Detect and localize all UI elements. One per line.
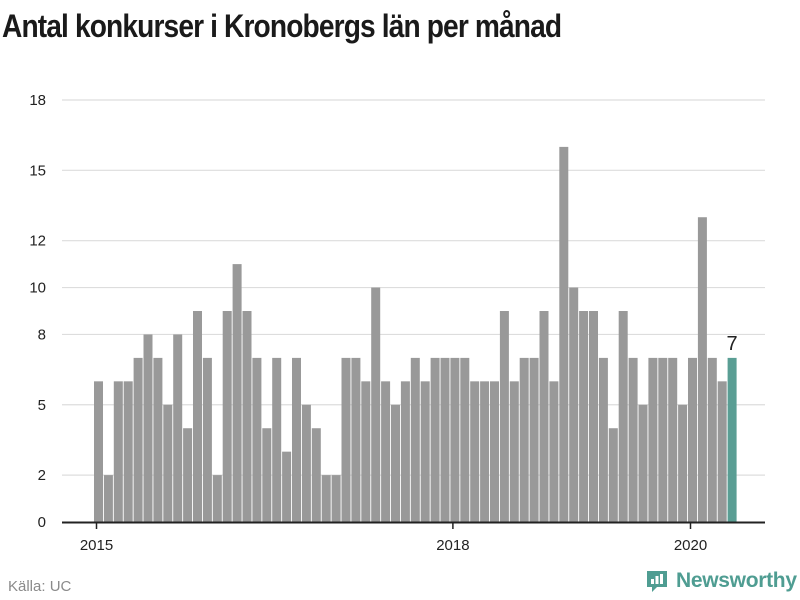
bar — [480, 381, 490, 522]
bar — [341, 357, 351, 522]
bar — [163, 404, 173, 522]
x-tick-label: 2018 — [436, 537, 469, 554]
bar — [529, 357, 539, 522]
bar — [460, 357, 470, 522]
y-tick-label: 8 — [38, 326, 46, 343]
bars: 7 — [94, 146, 738, 522]
bar — [133, 357, 143, 522]
bar — [212, 475, 222, 522]
bar — [410, 357, 420, 522]
bar — [499, 311, 509, 522]
bar — [519, 357, 529, 522]
bar — [351, 357, 361, 522]
bar — [222, 311, 232, 522]
bar — [717, 381, 727, 522]
bar — [440, 357, 450, 522]
bar — [252, 357, 262, 522]
bar — [579, 311, 589, 522]
bar — [509, 381, 519, 522]
bar — [678, 404, 688, 522]
highlight-value-label: 7 — [727, 333, 738, 355]
bar — [658, 357, 668, 522]
bar — [420, 381, 430, 522]
bar — [638, 404, 648, 522]
y-tick-label: 18 — [29, 92, 46, 109]
newsworthy-logo: Newsworthy — [644, 568, 797, 594]
bar — [292, 357, 301, 522]
bar — [232, 264, 242, 522]
bar — [589, 311, 598, 522]
bar — [143, 334, 153, 522]
bar — [490, 381, 499, 522]
bar — [311, 428, 321, 522]
bar — [262, 428, 272, 522]
bar — [598, 357, 608, 522]
bar — [707, 357, 717, 522]
bar — [301, 404, 311, 522]
bar-highlight — [727, 357, 737, 522]
y-tick-label: 15 — [29, 162, 46, 179]
bar — [202, 357, 212, 522]
bar — [470, 381, 480, 522]
bar-chart: 0 2 5 8 10 12 15 18 7 2015 2018 2020 — [29, 92, 765, 554]
bar — [668, 357, 678, 522]
bar — [371, 287, 381, 522]
bar — [450, 357, 460, 522]
brand-name: Newsworthy — [676, 569, 797, 592]
y-tick-label: 0 — [38, 514, 46, 531]
y-tick-label: 2 — [38, 467, 46, 484]
bar — [242, 311, 252, 522]
y-tick-label: 10 — [29, 280, 46, 297]
bar — [549, 381, 559, 522]
bar — [559, 146, 569, 522]
bar — [381, 381, 391, 522]
bar — [430, 357, 440, 522]
bar — [103, 475, 113, 522]
newsworthy-icon — [647, 571, 667, 592]
y-tick-label: 12 — [29, 233, 46, 250]
bar — [153, 357, 163, 522]
bar — [183, 428, 193, 522]
bar — [391, 404, 400, 522]
chart-title: Antal konkurser i Kronobergs län per mån… — [2, 8, 562, 44]
bar — [569, 287, 579, 522]
bar — [113, 381, 123, 522]
bar — [618, 311, 628, 522]
bar — [361, 381, 371, 522]
y-tick-label: 5 — [38, 397, 46, 414]
bar — [94, 381, 103, 522]
bar — [628, 357, 638, 522]
bar — [697, 217, 707, 522]
bar — [688, 357, 697, 522]
bar — [539, 311, 549, 522]
bar — [173, 334, 183, 522]
bar — [193, 311, 202, 522]
x-tick-label: 2020 — [674, 537, 707, 554]
axes: 2015 2018 2020 — [62, 521, 765, 554]
bar — [400, 381, 410, 522]
x-tick-label: 2015 — [80, 537, 113, 554]
bar — [648, 357, 658, 522]
source-note: Källa: UC — [8, 578, 72, 595]
bar — [123, 381, 133, 522]
bar — [331, 475, 341, 522]
bar — [321, 475, 331, 522]
bar — [272, 357, 282, 522]
bar — [282, 451, 292, 522]
bar — [608, 428, 618, 522]
